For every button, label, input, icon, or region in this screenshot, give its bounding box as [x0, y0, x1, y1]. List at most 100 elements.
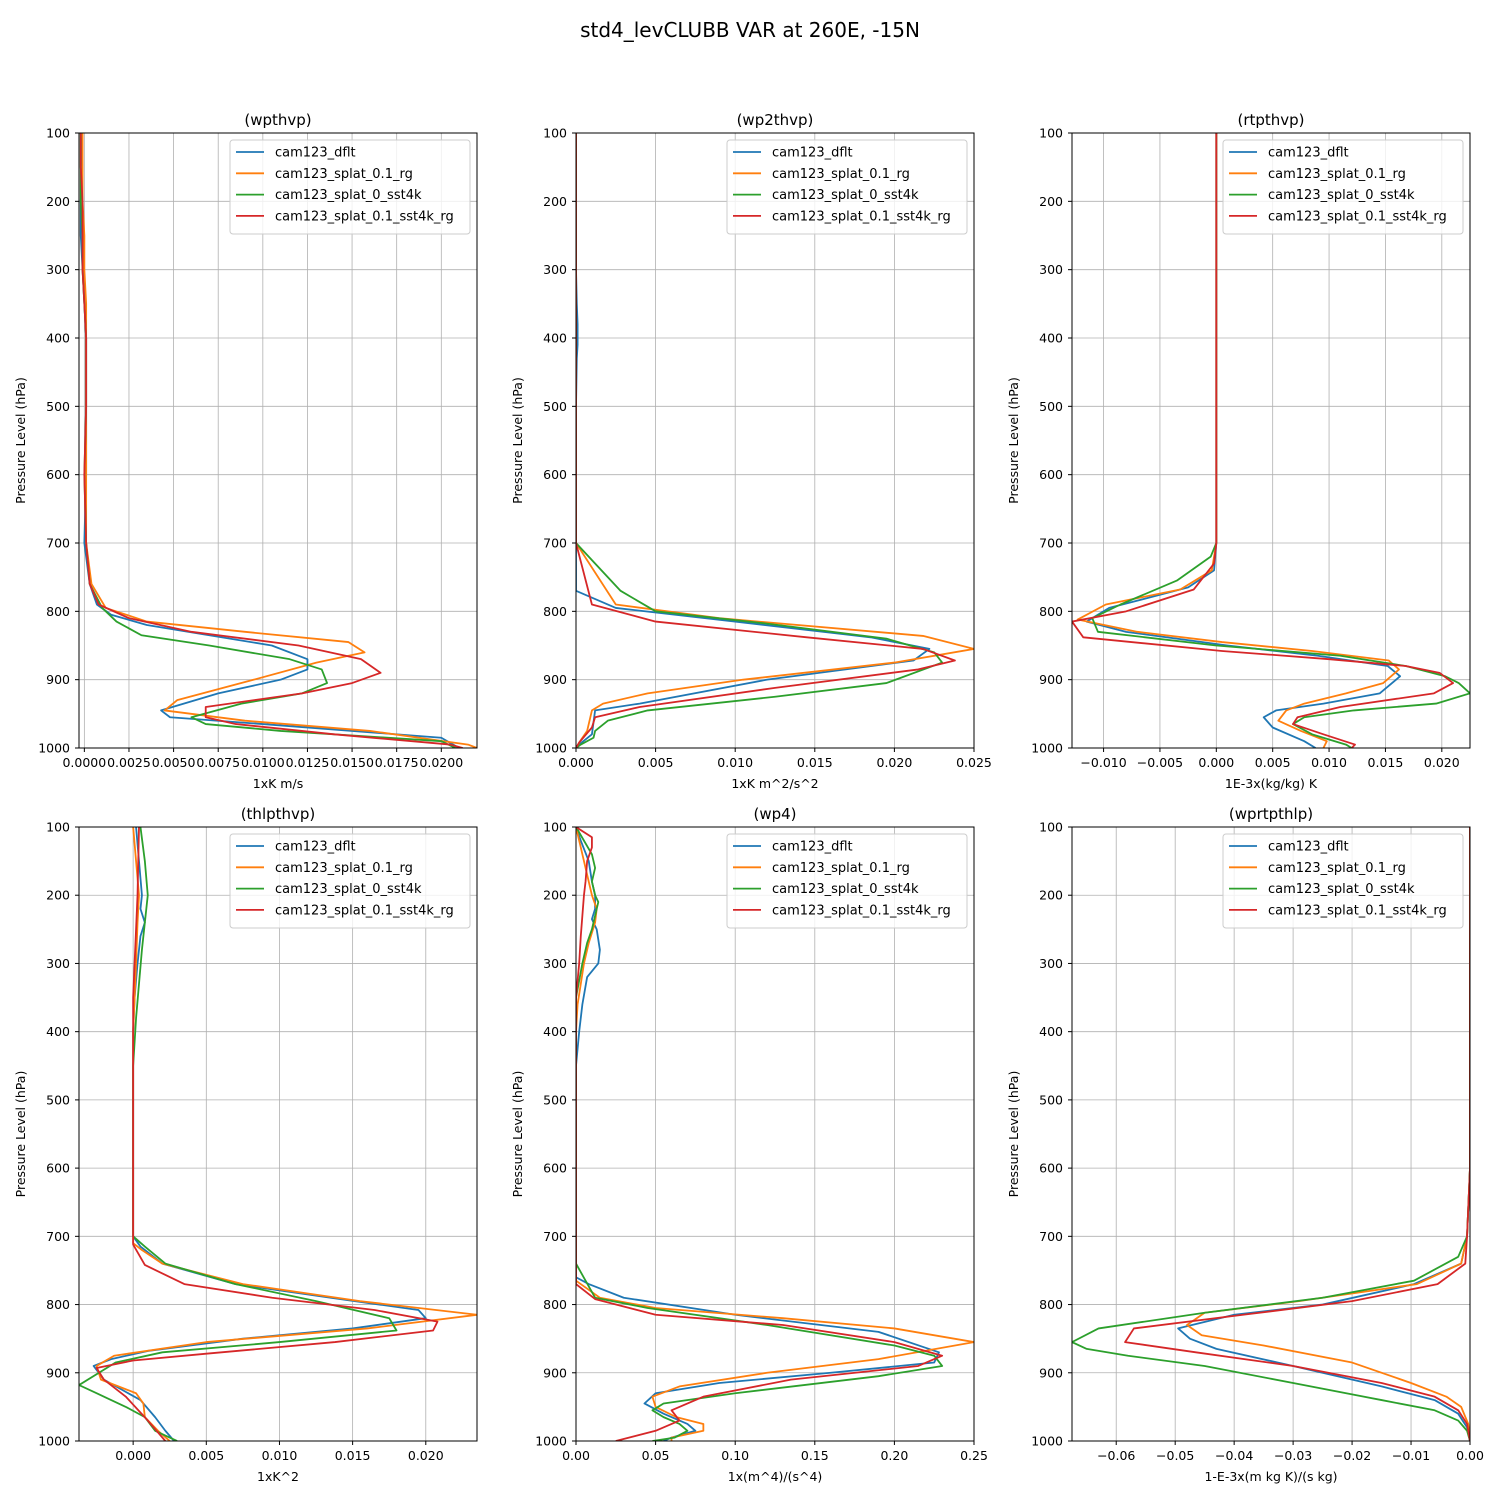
- subplot-title: (thlpthvp): [241, 805, 316, 823]
- y-tick-label: 800: [543, 604, 567, 619]
- y-tick-label: 300: [543, 956, 567, 971]
- x-tick-label: 0.010: [717, 755, 753, 770]
- series-group: [576, 133, 974, 748]
- y-tick-label: 100: [1039, 126, 1063, 141]
- y-tick-label: 900: [543, 672, 567, 687]
- y-tick-label: 900: [543, 1365, 567, 1380]
- y-axis-label: Pressure Level (hPa): [1006, 1071, 1021, 1198]
- x-axis-label: 1xK^2: [257, 1469, 299, 1484]
- y-tick-label: 100: [543, 126, 567, 141]
- legend-label: cam123_dflt: [1268, 840, 1349, 855]
- subplot-wpthvp: 0.0000 0.0025 0.0050 0.0075 0.0100 0.0125 0.01…: [13, 111, 478, 791]
- x-axis-label: 1xK m^2/s^2: [731, 776, 818, 791]
- x-tick-label: 0.20: [880, 1448, 908, 1463]
- y-axis-label: Pressure Level (hPa): [510, 377, 525, 504]
- y-tick-label: 600: [1039, 1161, 1063, 1176]
- subplot-title: (wp4): [753, 805, 796, 823]
- x-tick-label: 0.025: [956, 755, 992, 770]
- series-line-cam123_splat_0_sst4k: [79, 827, 398, 1441]
- legend-label: cam123_splat_0.1_rg: [275, 861, 413, 876]
- x-tick-label: 0.0200: [419, 755, 463, 770]
- x-tick-label: 0.015: [335, 1448, 371, 1463]
- x-tick-label: 0.25: [960, 1448, 988, 1463]
- x-tick-label: 0.0150: [330, 755, 374, 770]
- x-tick-label: 0.010: [262, 1448, 298, 1463]
- y-tick-label: 500: [1039, 399, 1063, 414]
- y-tick-label: 700: [543, 536, 567, 551]
- x-axis-label: 1xK m/s: [253, 776, 303, 791]
- x-tick-label: −0.01: [1392, 1448, 1430, 1463]
- y-axis-label: Pressure Level (hPa): [510, 1071, 525, 1198]
- y-tick-label: 900: [46, 1365, 70, 1380]
- legend-label: cam123_splat_0_sst4k: [772, 882, 919, 897]
- subplot-wp2thvp: 0.000 0.005 0.010 0.015 0.020 0.025 100 200 300 4…: [510, 111, 992, 791]
- subplot-title: (wprtpthlp): [1229, 805, 1313, 823]
- x-tick-label: −0.010: [1080, 755, 1126, 770]
- series-group: [1072, 133, 1470, 748]
- legend-label: cam123_splat_0.1_sst4k_rg: [772, 903, 951, 918]
- x-tick-label: 0.0075: [196, 755, 240, 770]
- y-axis-label: Pressure Level (hPa): [13, 1071, 28, 1198]
- series-line-cam123_splat_0.1_sst4k_rg: [95, 827, 439, 1441]
- x-tick-label: 0.05: [642, 1448, 670, 1463]
- y-tick-label: 600: [543, 1161, 567, 1176]
- axes-frame: [575, 826, 975, 1442]
- x-tick-label: −0.05: [1156, 1448, 1194, 1463]
- axes-frame: [575, 132, 975, 749]
- axes-frame: [1071, 826, 1471, 1442]
- legend-label: cam123_splat_0.1_rg: [772, 861, 910, 876]
- x-tick-label: 0.0000: [62, 755, 106, 770]
- x-tick-label: 0.000: [558, 755, 594, 770]
- y-tick-label: 700: [1039, 536, 1063, 551]
- legend-box: [229, 833, 471, 929]
- subplot-rtpthvp: −0.010 −0.005 0.000 0.005 0.010 0.015 0.020 100…: [1006, 111, 1471, 791]
- x-tick-label: −0.04: [1215, 1448, 1253, 1463]
- y-tick-label: 1000: [1031, 741, 1063, 756]
- axes-frame: [1071, 132, 1471, 749]
- subplot-thlpthvp: 0.000 0.005 0.010 0.015 0.020 100 200 300 400 500…: [13, 805, 478, 1484]
- x-tick-label: 0.0025: [107, 755, 151, 770]
- legend-box: [229, 139, 471, 235]
- legend-label: cam123_splat_0.1_rg: [1268, 167, 1406, 182]
- series-group: [79, 133, 477, 748]
- x-tick-label: 0.015: [1368, 755, 1404, 770]
- y-tick-label: 900: [1039, 1365, 1063, 1380]
- legend: cam123_dflt cam123_splat_0.1_rg cam123_spl…: [726, 139, 968, 235]
- series-line-cam123_splat_0_sst4k: [576, 827, 944, 1441]
- series-line-cam123_splat_0.1_rg: [576, 133, 974, 748]
- legend-label: cam123_splat_0.1_sst4k_rg: [772, 209, 951, 224]
- series-line-cam123_splat_0.1_rg: [81, 133, 477, 748]
- x-tick-label: −0.005: [1137, 755, 1183, 770]
- y-tick-label: 1000: [38, 1434, 70, 1449]
- series-line-cam123_splat_0.1_sst4k_rg: [576, 827, 944, 1441]
- legend-box: [1222, 833, 1464, 929]
- legend-label: cam123_splat_0.1_rg: [275, 167, 413, 182]
- legend: cam123_dflt cam123_splat_0.1_rg cam123_spl…: [1222, 833, 1464, 929]
- legend-box: [1222, 139, 1464, 235]
- legend-label: cam123_splat_0_sst4k: [275, 882, 422, 897]
- y-tick-label: 300: [1039, 956, 1063, 971]
- y-tick-label: 600: [1039, 467, 1063, 482]
- x-tick-label: 0.015: [797, 755, 833, 770]
- x-tick-label: 0.00: [562, 1448, 590, 1463]
- legend: cam123_dflt cam123_splat_0.1_rg cam123_spl…: [726, 833, 968, 929]
- legend-box: [726, 139, 968, 235]
- figure-title: std4_levCLUBB VAR at 260E, -15N: [580, 18, 920, 42]
- y-tick-label: 200: [1039, 194, 1063, 209]
- y-tick-label: 300: [46, 262, 70, 277]
- y-tick-label: 600: [46, 467, 70, 482]
- x-tick-label: 0.020: [877, 755, 913, 770]
- series-line-cam123_dflt: [576, 827, 940, 1441]
- y-tick-label: 200: [1039, 888, 1063, 903]
- x-tick-label: 0.020: [408, 1448, 444, 1463]
- y-tick-label: 600: [46, 1161, 70, 1176]
- x-tick-label: −0.06: [1097, 1448, 1135, 1463]
- legend: cam123_dflt cam123_splat_0.1_rg cam123_spl…: [229, 833, 471, 929]
- series-line-cam123_splat_0.1_sst4k_rg: [576, 133, 956, 748]
- legend-label: cam123_splat_0_sst4k: [275, 188, 422, 203]
- axes-frame: [78, 826, 478, 1442]
- subplot-title: (wp2thvp): [737, 111, 814, 129]
- legend-label: cam123_splat_0.1_sst4k_rg: [275, 209, 454, 224]
- series-line-cam123_splat_0.1_rg: [95, 827, 477, 1441]
